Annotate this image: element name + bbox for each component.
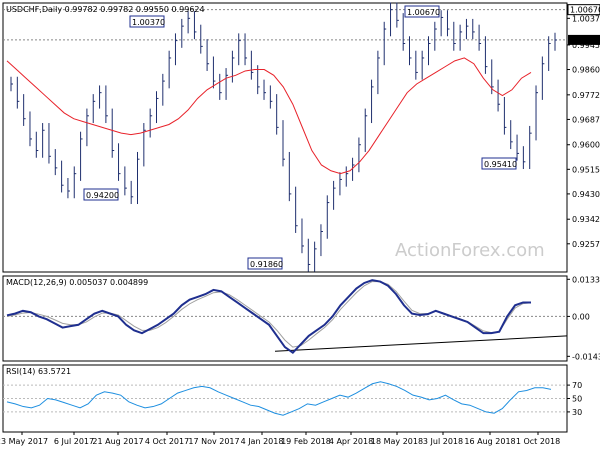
x-tick-label: 17 Nov 2017 (188, 437, 239, 446)
price-annotation-box (83, 188, 119, 201)
x-tick-label: 4 Oct 2017 (145, 437, 189, 446)
x-tick-label: 18 May 2018 (371, 437, 423, 446)
current-price-box (568, 34, 600, 45)
y-tick-label: 0.93425 (572, 215, 600, 224)
x-tick-label: 6 Jul 2017 (54, 437, 94, 446)
rsi-line (6, 381, 552, 416)
high-value-box (567, 4, 600, 16)
x-tick-label: 4 Jan 2018 (241, 437, 284, 446)
macd-line (6, 279, 531, 354)
high-value-label: 1.00670 (570, 6, 600, 15)
macd-y-label: 0.00 (572, 312, 590, 321)
rsi-y-label: 50 (572, 395, 582, 404)
price-annotation-box (129, 15, 165, 28)
pane-frame (2, 364, 568, 433)
pane-frame (2, 2, 568, 273)
moving-average-line (6, 57, 532, 175)
y-tick-label: 1.00370 (572, 14, 600, 23)
y-tick-label: 0.96875 (572, 115, 600, 124)
price-annotation-box (247, 257, 283, 270)
price-annotation-label: 0.95410 (484, 160, 517, 169)
macd-y-label: 0.013319 (572, 275, 600, 284)
rsi-y-label: 30 (572, 408, 582, 417)
macd-y-label: -0.014323 (572, 352, 600, 361)
x-tick-label: 23 May 2017 (0, 437, 48, 446)
macd-trendline (274, 335, 568, 352)
price-header: USDCHF,Daily 0.99782 0.99782 0.99550 0.9… (6, 5, 205, 14)
price-annotation-label: 0.94200 (86, 191, 119, 200)
watermark: ActionForex.com (395, 240, 545, 261)
price-annotation-box (481, 157, 517, 170)
x-tick-label: 16 Aug 2018 (464, 437, 515, 446)
y-tick-label: 0.97725 (572, 91, 600, 100)
x-tick-label: 1 Oct 2018 (516, 437, 560, 446)
price-annotation-box (404, 5, 440, 18)
rsi-y-label: 70 (572, 381, 582, 390)
price-annotation-label: 1.00670 (407, 8, 440, 17)
x-tick-label: 21 Aug 2017 (92, 437, 143, 446)
macd-header: MACD(12,26,9) 0.005037 0.004899 (6, 278, 148, 287)
x-tick-label: 19 Feb 2018 (281, 437, 331, 446)
rsi-header: RSI(14) 63.5721 (6, 367, 71, 376)
current-price-label: 0.99624 (570, 36, 600, 45)
price-annotation-label: 0.91860 (250, 260, 283, 269)
y-tick-label: 0.92575 (572, 240, 600, 249)
x-tick-label: 3 Jul 2018 (423, 437, 463, 446)
price-annotation-label: 1.00370 (132, 18, 165, 27)
x-tick-label: 4 Apr 2018 (329, 437, 373, 446)
